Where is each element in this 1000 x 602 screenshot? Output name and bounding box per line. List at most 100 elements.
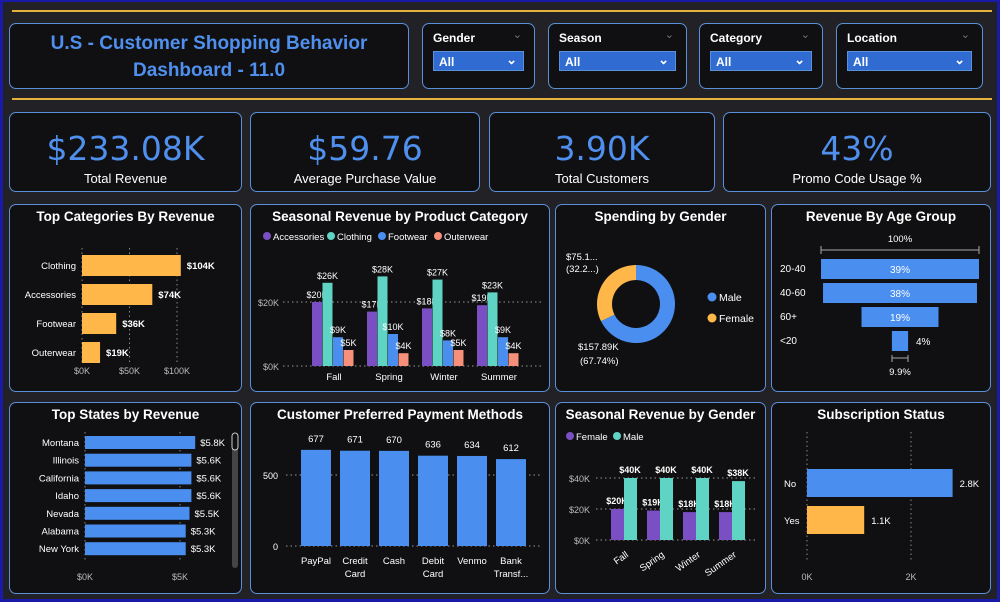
data-label: 19% (890, 313, 910, 324)
funnel-bar (891, 331, 909, 351)
bar (85, 524, 186, 538)
data-label: $18K (714, 499, 736, 509)
gender-slicer[interactable]: Gender ⌄ All ⌄ (422, 23, 535, 89)
dropdown-value: All (439, 55, 455, 69)
legend-label: Accessories (273, 232, 324, 243)
funnel-bar (861, 307, 939, 327)
x-tick-label: Spring (375, 372, 402, 383)
x-tick-label: $0K (74, 366, 90, 376)
data-label: $4K (505, 341, 521, 351)
x-tick-label: Summer (703, 549, 739, 579)
chevron-down-icon[interactable]: ⌄ (960, 29, 970, 41)
data-label: $20K (306, 290, 327, 300)
legend-dot (434, 232, 442, 240)
data-label: $40K (691, 465, 713, 475)
data-label: $5.3K (191, 527, 216, 538)
bar (508, 353, 519, 366)
bar (807, 469, 953, 497)
range-bracket (891, 355, 909, 362)
bar (432, 279, 443, 366)
data-label: $5.5K (195, 509, 220, 520)
category-label: Outerwear (32, 348, 76, 359)
data-label: $5K (340, 338, 356, 348)
data-label: 39% (890, 265, 910, 276)
bar (487, 292, 498, 366)
gender-spending-chart: Spending by Gender $75.1... (32.2...) $157… (555, 204, 766, 392)
scrollbar-track (232, 433, 238, 568)
category-slicer[interactable]: Category ⌄ All ⌄ (699, 23, 823, 89)
data-label: $10K (382, 322, 403, 332)
x-tick-label: Fall (612, 549, 631, 567)
chart-title: Top Categories By Revenue (36, 209, 215, 224)
slicer-label: Location (847, 31, 897, 45)
location-dropdown[interactable]: All ⌄ (847, 51, 972, 71)
data-label: $74K (158, 290, 181, 301)
age-group-svg: 100% 20-40 39% 40-60 38% 60+ 19% <20 4% 9.9% (780, 234, 980, 378)
x-tick-label: Debit (422, 556, 445, 567)
legend-dot (613, 432, 621, 440)
donut-slice (597, 265, 636, 322)
data-label: $27K (427, 268, 448, 278)
category-label: <20 (780, 336, 797, 347)
title-line-1: U.S - Customer Shopping Behavior (50, 33, 368, 54)
age-group-chart: Revenue By Age Group 100% 20-40 39% 40-60 38… (771, 204, 991, 392)
bar (343, 350, 354, 366)
payment-methods-chart: Customer Preferred Payment Methods 0 500 6… (250, 402, 550, 594)
bar (496, 459, 526, 546)
data-label: $38K (727, 468, 749, 478)
category-dropdown[interactable]: All ⌄ (710, 51, 812, 71)
chevron-down-icon: ⌄ (658, 52, 669, 67)
bar (624, 478, 637, 540)
slice-value-label: $75.1... (566, 252, 598, 263)
dropdown-value: All (716, 55, 732, 69)
chevron-down-icon[interactable]: ⌄ (664, 29, 674, 41)
x-tick-label: Fall (326, 372, 341, 383)
seasonal-category-svg: Accessories Clothing Footwear Outerwear $0K $… (258, 232, 541, 383)
data-label: $104K (187, 261, 215, 272)
top-label: 100% (888, 234, 913, 245)
category-label: New York (39, 544, 79, 555)
slicer-label: Category (710, 31, 763, 45)
x-tick-label: Spring (638, 549, 667, 574)
category-label: 60+ (780, 312, 797, 323)
data-label: $9K (330, 325, 346, 335)
category-label: 40-60 (780, 288, 806, 299)
chart-title: Subscription Status (817, 407, 945, 422)
scrollbar-thumb[interactable] (231, 432, 239, 451)
dropdown-value: All (565, 55, 581, 69)
x-tick-label: $50K (119, 366, 140, 376)
y-tick-label: $0K (263, 362, 279, 372)
kpi-label: Total Customers (555, 171, 649, 186)
legend-label: Outerwear (444, 232, 488, 243)
data-label: $28K (372, 264, 393, 274)
category-label: Yes (784, 516, 800, 527)
season-dropdown[interactable]: All ⌄ (559, 51, 676, 71)
kpi-promo-usage: 43% Promo Code Usage % (723, 112, 991, 192)
category-label: Clothing (41, 261, 76, 272)
chevron-down-icon: ⌄ (794, 52, 805, 67)
legend-label: Male (623, 432, 644, 443)
chevron-down-icon[interactable]: ⌄ (512, 29, 522, 41)
legend-dot (707, 292, 717, 302)
bar (377, 276, 388, 366)
data-label: $4K (395, 341, 411, 351)
bar (683, 512, 696, 540)
dropdown-value: All (853, 55, 869, 69)
x-tick-label: Card (423, 569, 444, 580)
gender-dropdown[interactable]: All ⌄ (433, 51, 524, 71)
location-slicer[interactable]: Location ⌄ All ⌄ (836, 23, 983, 89)
gold-divider (12, 98, 992, 100)
kpi-average-purchase: $59.76 Average Purchase Value (250, 112, 480, 192)
season-slicer[interactable]: Season ⌄ All ⌄ (548, 23, 687, 89)
bar (85, 471, 192, 485)
bar (82, 313, 117, 334)
bar (807, 506, 865, 534)
dashboard: U.S - Customer Shopping Behavior Dashboa… (3, 2, 997, 599)
subscription-svg: 0K 2K No 2.8K Yes 1.1K (784, 432, 980, 582)
chart-title: Spending by Gender (594, 209, 727, 224)
chevron-down-icon: ⌄ (954, 52, 965, 67)
data-label: $5.8K (200, 438, 225, 449)
data-label: $5.6K (196, 456, 221, 467)
chevron-down-icon[interactable]: ⌄ (800, 29, 810, 41)
data-label: $19K (106, 348, 129, 359)
